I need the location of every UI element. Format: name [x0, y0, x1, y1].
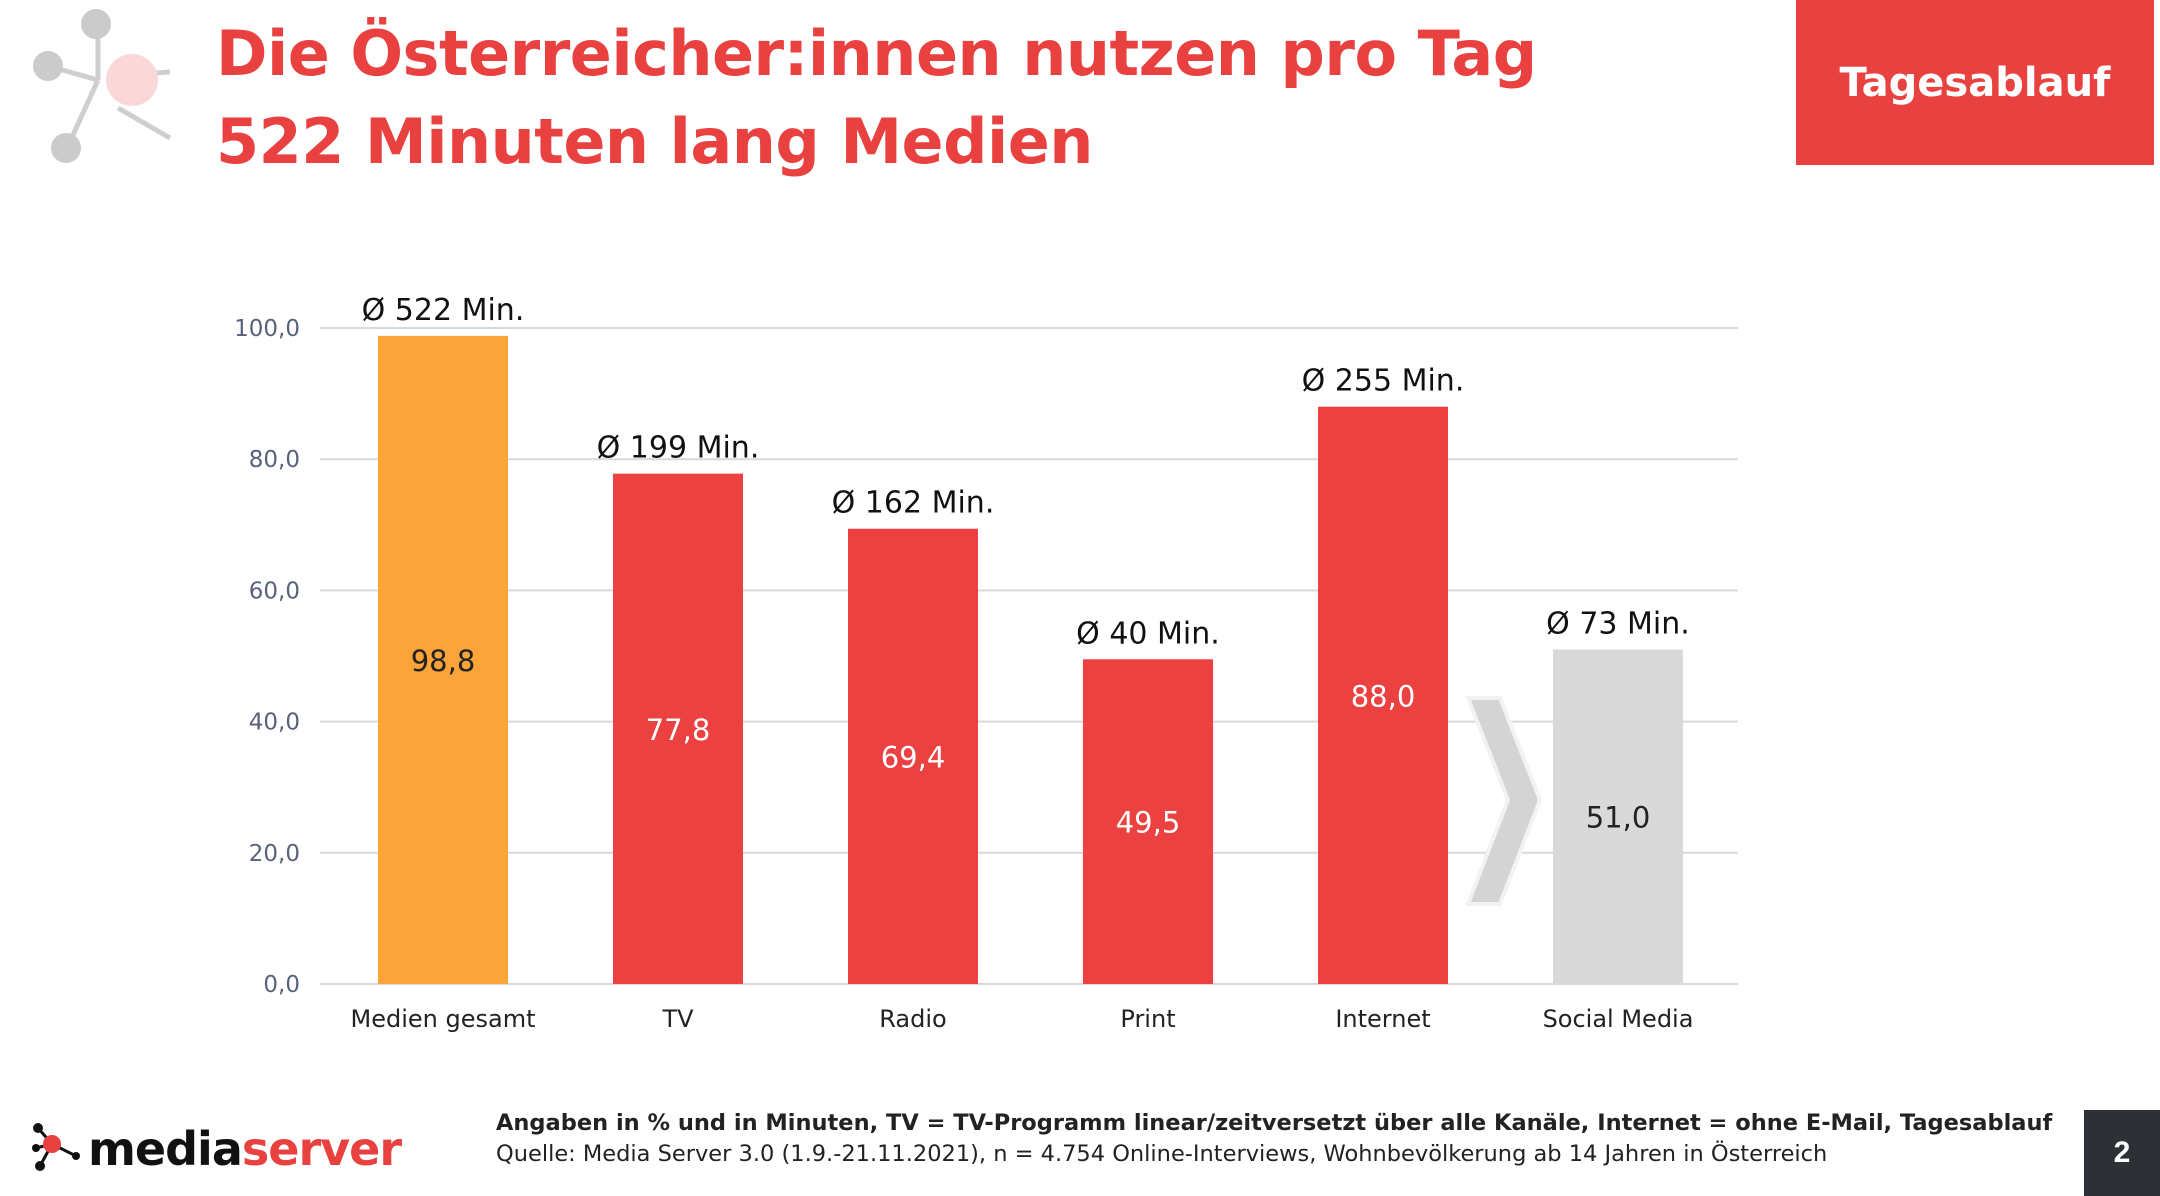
bar-value-label: 69,4 — [881, 740, 946, 774]
page-number: 2 — [2084, 1110, 2160, 1196]
bar — [613, 473, 743, 984]
footnote: Angaben in % und in Minuten, TV = TV-Pro… — [496, 1108, 2053, 1170]
bar-minutes-label: Ø 255 Min. — [1302, 364, 1465, 399]
brand-logo: mediaserver — [30, 1118, 410, 1178]
bar-value-label: 88,0 — [1351, 679, 1416, 713]
bar — [1553, 649, 1683, 984]
bar — [1083, 659, 1213, 984]
x-category-label: Medien gesamt — [351, 1005, 536, 1033]
x-category-label: Social Media — [1543, 1005, 1694, 1033]
bar — [848, 528, 978, 984]
y-tick-label: 20,0 — [249, 841, 300, 867]
bar-value-label: 49,5 — [1116, 806, 1181, 840]
bar — [1318, 406, 1448, 985]
section-tag-label: Tagesablauf — [1839, 59, 2111, 106]
x-category-label: Print — [1120, 1005, 1175, 1033]
page-title-line-2: 522 Minuten lang Medien — [216, 105, 1093, 178]
y-tick-label: 0,0 — [263, 972, 300, 998]
y-tick-label: 80,0 — [249, 447, 300, 473]
x-category-label: Internet — [1335, 1005, 1430, 1033]
footnote-line-2: Quelle: Media Server 3.0 (1.9.-21.11.202… — [496, 1141, 1828, 1167]
section-tag: Tagesablauf — [1796, 0, 2154, 165]
chevron-right-icon — [1465, 696, 1543, 906]
x-category-label: Radio — [879, 1005, 946, 1033]
y-tick-label: 40,0 — [249, 710, 300, 736]
brand-name-part-1: media — [88, 1122, 243, 1176]
bar-minutes-label: Ø 199 Min. — [597, 431, 760, 466]
bar-minutes-label: Ø 73 Min. — [1546, 606, 1690, 641]
footnote-line-1: Angaben in % und in Minuten, TV = TV-Pro… — [496, 1110, 2053, 1136]
bar-minutes-label: Ø 40 Min. — [1076, 616, 1220, 651]
page-title: Die Österreicher:innen nutzen pro Tag 52… — [216, 10, 1716, 186]
x-category-label: TV — [661, 1005, 694, 1033]
bar-value-label: 77,8 — [646, 713, 711, 747]
bar — [378, 335, 508, 984]
brand-molecule-icon — [32, 1123, 80, 1171]
y-tick-label: 60,0 — [249, 578, 300, 604]
bar-value-label: 98,8 — [411, 644, 476, 678]
brand-name-part-2: server — [241, 1122, 402, 1176]
page-title-line-1: Die Österreicher:innen nutzen pro Tag — [216, 17, 1537, 90]
page-number-label: 2 — [2113, 1136, 2131, 1169]
molecule-logo-icon — [33, 9, 172, 163]
bar-value-label: 51,0 — [1586, 801, 1651, 835]
bar-minutes-label: Ø 162 Min. — [832, 486, 995, 521]
y-tick-label: 100,0 — [234, 316, 300, 342]
bar-minutes-label: Ø 522 Min. — [362, 293, 525, 328]
